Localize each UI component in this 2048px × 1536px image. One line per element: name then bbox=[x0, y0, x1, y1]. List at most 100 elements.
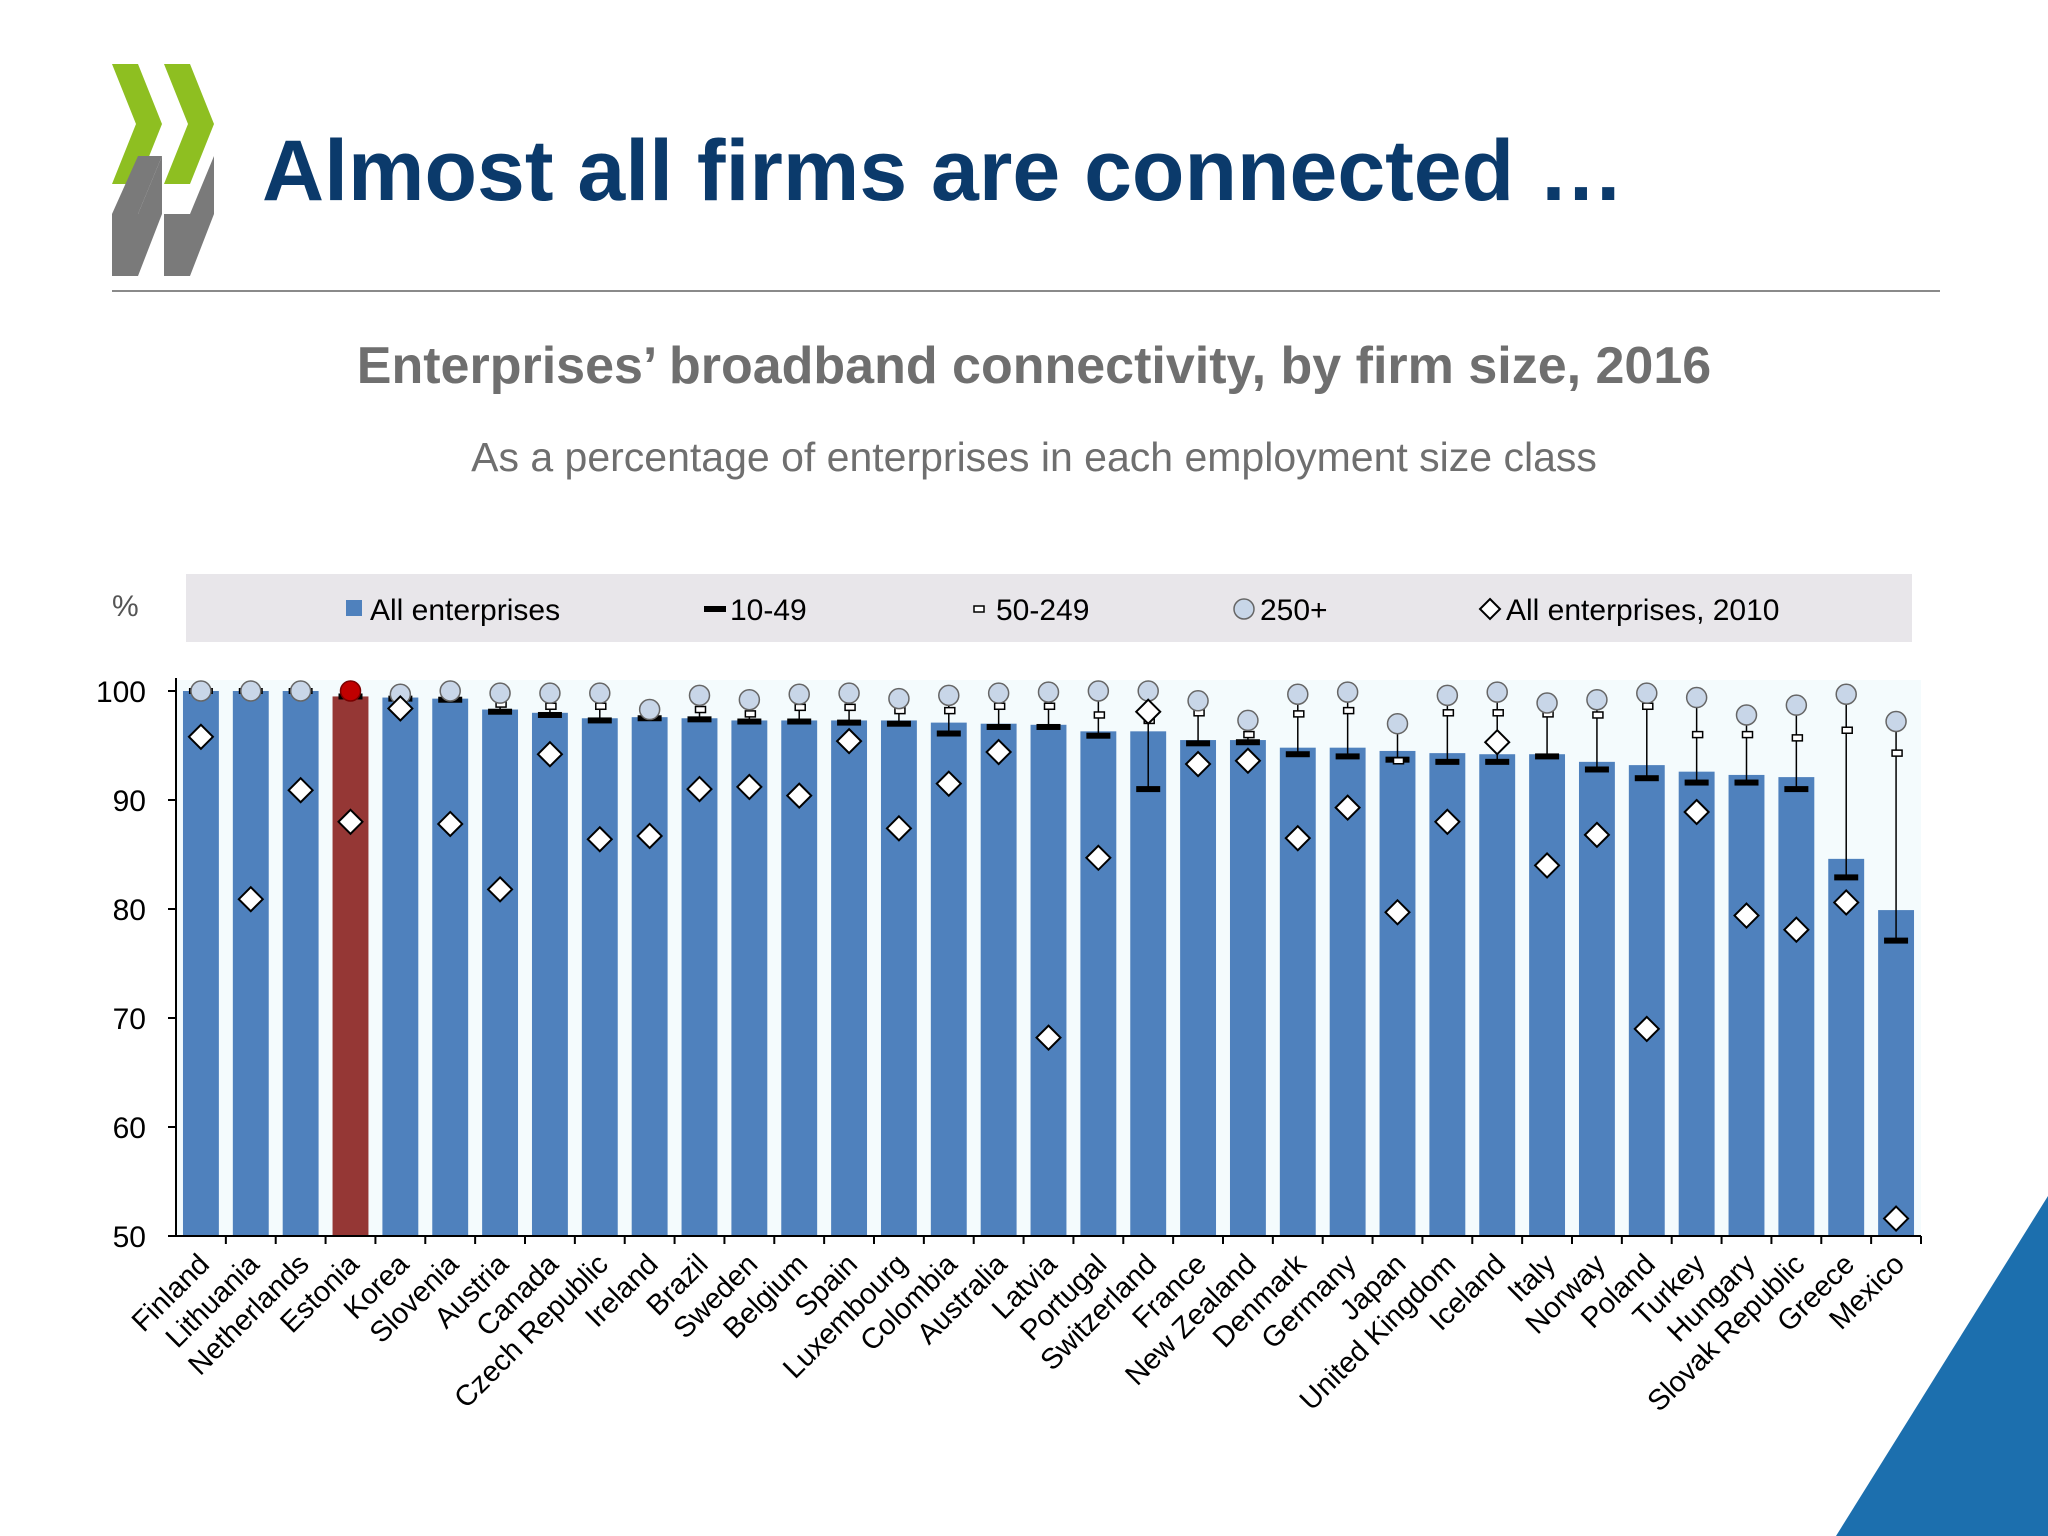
bar bbox=[980, 723, 1017, 1236]
marker-2010 bbox=[1633, 1015, 1661, 1043]
marker-10-49 bbox=[1834, 874, 1859, 881]
marker-2010 bbox=[1733, 902, 1760, 929]
marker-250-plus bbox=[1237, 709, 1259, 732]
marker-2010 bbox=[985, 738, 1013, 766]
marker-2010 bbox=[1084, 844, 1112, 872]
marker-250-plus bbox=[1735, 704, 1758, 726]
marker-2010 bbox=[885, 814, 913, 842]
marker-10-49 bbox=[1086, 732, 1111, 739]
marker-250-plus bbox=[1636, 682, 1658, 704]
bar bbox=[531, 712, 568, 1236]
marker-250-plus bbox=[938, 684, 960, 707]
marker-50-249 bbox=[1841, 726, 1853, 734]
marker-250-plus bbox=[1685, 686, 1708, 709]
marker-50-249 bbox=[993, 702, 1006, 711]
marker-10-49 bbox=[488, 708, 513, 715]
marker-250-plus bbox=[888, 687, 910, 710]
bar bbox=[1678, 771, 1715, 1236]
marker-250-plus bbox=[1187, 690, 1209, 712]
logo-chevron-grey-3 bbox=[164, 156, 214, 276]
marker-10-49 bbox=[1884, 937, 1909, 944]
bar bbox=[1828, 858, 1865, 1236]
marker-10-49 bbox=[787, 718, 812, 725]
bar bbox=[1180, 740, 1217, 1236]
marker-250-plus bbox=[1336, 681, 1359, 703]
marker-2010 bbox=[337, 808, 364, 836]
marker-10-49 bbox=[1186, 740, 1211, 747]
marker-2010 bbox=[835, 727, 863, 755]
marker-50-249 bbox=[1442, 709, 1455, 717]
marker-2010 bbox=[1284, 824, 1312, 852]
marker-10-49 bbox=[1584, 766, 1609, 773]
bar bbox=[1130, 731, 1167, 1236]
bar bbox=[1878, 910, 1915, 1236]
marker-250-plus bbox=[738, 688, 761, 711]
marker-2010 bbox=[1782, 916, 1810, 944]
marker-250-plus bbox=[289, 680, 312, 702]
legend-label: All enterprises bbox=[370, 594, 560, 627]
marker-2010 bbox=[287, 776, 315, 804]
bars bbox=[182, 691, 1915, 1236]
legend-swatch-50-249 bbox=[973, 605, 985, 613]
marker-10-49 bbox=[886, 720, 911, 727]
bar bbox=[731, 720, 768, 1236]
marker-10-49 bbox=[1285, 751, 1310, 758]
marker-50-249 bbox=[1592, 711, 1604, 719]
marker-50-249 bbox=[1791, 734, 1804, 742]
marker-2010 bbox=[1384, 898, 1411, 926]
marker-10-49 bbox=[537, 711, 562, 718]
marker-250-plus bbox=[1536, 692, 1558, 714]
marker-250-plus bbox=[1436, 684, 1459, 707]
marker-250-plus bbox=[1287, 683, 1309, 706]
legend-label: 50-249 bbox=[996, 594, 1089, 627]
x-axis: FinlandLithuaniaNetherlandsEstoniaKoreaS… bbox=[126, 1235, 1922, 1418]
logo-chevron-grey-1 bbox=[112, 156, 162, 214]
marker-250-plus bbox=[589, 682, 611, 704]
bar bbox=[1229, 740, 1266, 1236]
slide-title: Almost all firms are connected … bbox=[262, 123, 1624, 219]
marker-2010 bbox=[1433, 808, 1461, 836]
marker-2010 bbox=[1334, 794, 1362, 822]
marker-50-249 bbox=[944, 706, 956, 715]
legend-label: 10-49 bbox=[730, 594, 807, 627]
logo-chevron-grey-2 bbox=[112, 156, 162, 276]
marker-10-49 bbox=[1235, 739, 1260, 746]
legend-swatch-250 bbox=[1233, 598, 1255, 620]
marker-2010 bbox=[935, 770, 963, 798]
marker-50-249 bbox=[1691, 730, 1704, 739]
legend-swatch-all bbox=[346, 600, 362, 616]
bar bbox=[1628, 765, 1665, 1236]
marker-50-249 bbox=[1043, 702, 1056, 711]
marker-2010 bbox=[785, 782, 813, 810]
bar bbox=[831, 720, 868, 1236]
legend: All enterprises 10-49 50-249 250+ All enterp… bbox=[346, 594, 1780, 627]
marker-50-249 bbox=[1293, 710, 1305, 718]
corner-triangle bbox=[1836, 1196, 2048, 1536]
marker-10-49 bbox=[1634, 775, 1659, 782]
marker-250-plus bbox=[190, 680, 212, 702]
marker-250-plus bbox=[489, 682, 511, 704]
marker-10-49 bbox=[1036, 723, 1061, 730]
bar bbox=[482, 709, 519, 1236]
marker-50-249 bbox=[1093, 711, 1106, 719]
marker-2010 bbox=[486, 875, 514, 903]
marker-50-249 bbox=[1392, 757, 1405, 765]
marker-50-249 bbox=[1642, 702, 1654, 711]
bar bbox=[1279, 747, 1316, 1236]
marker-2010 bbox=[1832, 889, 1860, 916]
marker-250-plus bbox=[688, 684, 711, 707]
bar bbox=[1379, 750, 1416, 1236]
marker-10-49 bbox=[587, 717, 612, 724]
marker-50-249 bbox=[545, 702, 557, 711]
marker-50-249 bbox=[1741, 730, 1754, 739]
marker-250-plus bbox=[788, 683, 810, 706]
marker-2010 bbox=[436, 810, 464, 838]
logo-chevron-green-1 bbox=[112, 64, 162, 184]
bar bbox=[282, 691, 319, 1236]
marker-10-49 bbox=[986, 723, 1011, 730]
marker-250-plus bbox=[1835, 683, 1857, 706]
marker-2010 bbox=[386, 695, 414, 722]
bar bbox=[631, 717, 668, 1236]
chart-subtitle: As a percentage of enterprises in each e… bbox=[471, 434, 1597, 480]
